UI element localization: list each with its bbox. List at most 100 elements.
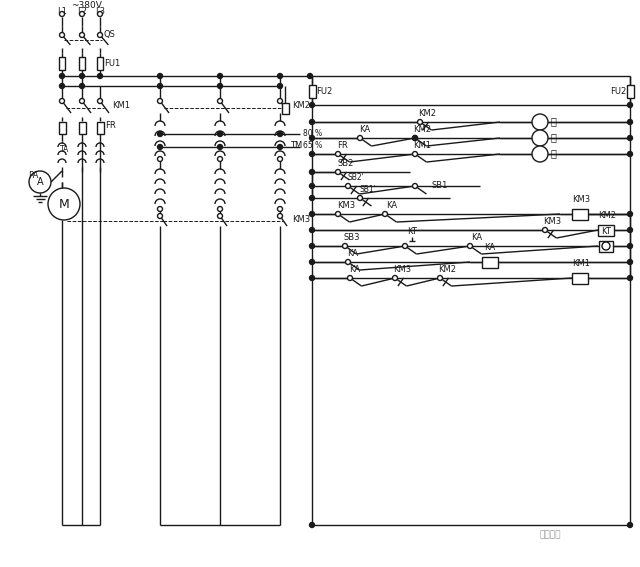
Circle shape bbox=[218, 74, 223, 78]
Circle shape bbox=[307, 74, 312, 78]
Bar bbox=[282, 103, 289, 113]
Circle shape bbox=[60, 74, 65, 78]
Text: KM3: KM3 bbox=[572, 196, 590, 205]
Bar bbox=[572, 273, 588, 284]
Circle shape bbox=[60, 32, 65, 37]
Bar bbox=[97, 57, 103, 70]
Text: KA: KA bbox=[349, 264, 360, 273]
Circle shape bbox=[218, 145, 223, 150]
Circle shape bbox=[29, 171, 51, 193]
Circle shape bbox=[157, 156, 163, 162]
Circle shape bbox=[79, 83, 84, 88]
Text: FU1: FU1 bbox=[104, 58, 120, 67]
Circle shape bbox=[157, 99, 163, 104]
Circle shape bbox=[79, 74, 84, 78]
Circle shape bbox=[48, 188, 80, 220]
Text: 80 %: 80 % bbox=[303, 129, 322, 138]
Circle shape bbox=[157, 206, 163, 211]
Circle shape bbox=[310, 120, 314, 125]
Text: L3: L3 bbox=[95, 6, 105, 15]
Circle shape bbox=[310, 260, 314, 264]
Circle shape bbox=[157, 74, 163, 78]
Text: A: A bbox=[36, 177, 44, 187]
Circle shape bbox=[278, 156, 282, 162]
Text: SB1: SB1 bbox=[431, 180, 447, 189]
Bar bbox=[482, 256, 498, 268]
Circle shape bbox=[97, 74, 102, 78]
Circle shape bbox=[218, 83, 223, 88]
Circle shape bbox=[417, 120, 422, 125]
Circle shape bbox=[467, 243, 472, 248]
Circle shape bbox=[79, 99, 84, 104]
Circle shape bbox=[392, 276, 397, 281]
Circle shape bbox=[383, 211, 387, 217]
Circle shape bbox=[218, 214, 223, 218]
Circle shape bbox=[310, 184, 314, 188]
Circle shape bbox=[532, 146, 548, 162]
Circle shape bbox=[310, 151, 314, 156]
Circle shape bbox=[627, 103, 632, 108]
Circle shape bbox=[218, 99, 223, 104]
Text: KM3: KM3 bbox=[292, 215, 310, 225]
Circle shape bbox=[310, 103, 314, 108]
Text: KM2: KM2 bbox=[418, 108, 436, 117]
Circle shape bbox=[60, 83, 65, 88]
Text: FU2: FU2 bbox=[610, 87, 627, 95]
Bar bbox=[58, 122, 65, 134]
Circle shape bbox=[60, 11, 65, 16]
Bar bbox=[79, 122, 86, 134]
Circle shape bbox=[627, 276, 632, 281]
Text: 电工技术: 电工技术 bbox=[540, 531, 561, 539]
Bar bbox=[627, 84, 634, 98]
Circle shape bbox=[346, 184, 351, 188]
Text: FU2: FU2 bbox=[316, 87, 332, 95]
Bar bbox=[572, 209, 588, 219]
Text: SB1': SB1' bbox=[359, 184, 376, 193]
Text: KM3: KM3 bbox=[337, 201, 355, 209]
Circle shape bbox=[627, 523, 632, 527]
Bar bbox=[59, 57, 65, 70]
Circle shape bbox=[627, 120, 632, 125]
Circle shape bbox=[358, 196, 362, 201]
Text: SB2': SB2' bbox=[347, 172, 364, 181]
Text: KM1: KM1 bbox=[413, 141, 431, 150]
Circle shape bbox=[310, 243, 314, 248]
Bar bbox=[79, 57, 85, 70]
Text: PA: PA bbox=[28, 171, 38, 180]
Text: KM2: KM2 bbox=[438, 264, 456, 273]
Text: SB3: SB3 bbox=[344, 232, 360, 242]
Circle shape bbox=[278, 206, 282, 211]
Circle shape bbox=[346, 260, 351, 264]
Bar bbox=[599, 240, 613, 252]
Circle shape bbox=[335, 170, 340, 175]
Text: KT: KT bbox=[601, 227, 611, 236]
Circle shape bbox=[348, 276, 353, 281]
Circle shape bbox=[310, 196, 314, 201]
Text: L2: L2 bbox=[77, 6, 87, 15]
Text: KM2: KM2 bbox=[598, 211, 616, 221]
Circle shape bbox=[413, 136, 417, 141]
Text: KM2: KM2 bbox=[413, 125, 431, 133]
Circle shape bbox=[532, 114, 548, 130]
Text: TM: TM bbox=[290, 142, 302, 150]
Text: KA: KA bbox=[471, 232, 482, 242]
Circle shape bbox=[278, 214, 282, 218]
Circle shape bbox=[278, 132, 282, 137]
Text: SB2: SB2 bbox=[337, 159, 353, 167]
Circle shape bbox=[79, 11, 84, 16]
Circle shape bbox=[157, 83, 163, 88]
Text: 绿: 绿 bbox=[551, 116, 557, 126]
Text: ~380V: ~380V bbox=[70, 2, 101, 11]
Circle shape bbox=[97, 11, 102, 16]
Circle shape bbox=[218, 156, 223, 162]
Bar bbox=[308, 84, 316, 98]
Text: KA: KA bbox=[484, 243, 495, 252]
Circle shape bbox=[157, 145, 163, 150]
Text: KM3: KM3 bbox=[543, 217, 561, 226]
Text: 65 %: 65 % bbox=[303, 142, 323, 150]
Circle shape bbox=[278, 83, 282, 88]
Circle shape bbox=[403, 243, 408, 248]
Circle shape bbox=[438, 276, 442, 281]
Bar bbox=[97, 122, 104, 134]
Circle shape bbox=[278, 145, 282, 150]
